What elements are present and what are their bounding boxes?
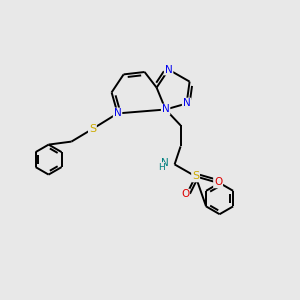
Text: O: O bbox=[181, 189, 189, 200]
Text: H: H bbox=[158, 163, 164, 172]
Text: N: N bbox=[183, 98, 190, 109]
Text: N: N bbox=[162, 104, 170, 115]
Text: N: N bbox=[114, 108, 122, 118]
Text: N: N bbox=[161, 158, 169, 168]
Text: N: N bbox=[165, 64, 172, 75]
Text: O: O bbox=[214, 177, 222, 188]
Text: S: S bbox=[192, 171, 199, 182]
Text: S: S bbox=[89, 124, 96, 134]
